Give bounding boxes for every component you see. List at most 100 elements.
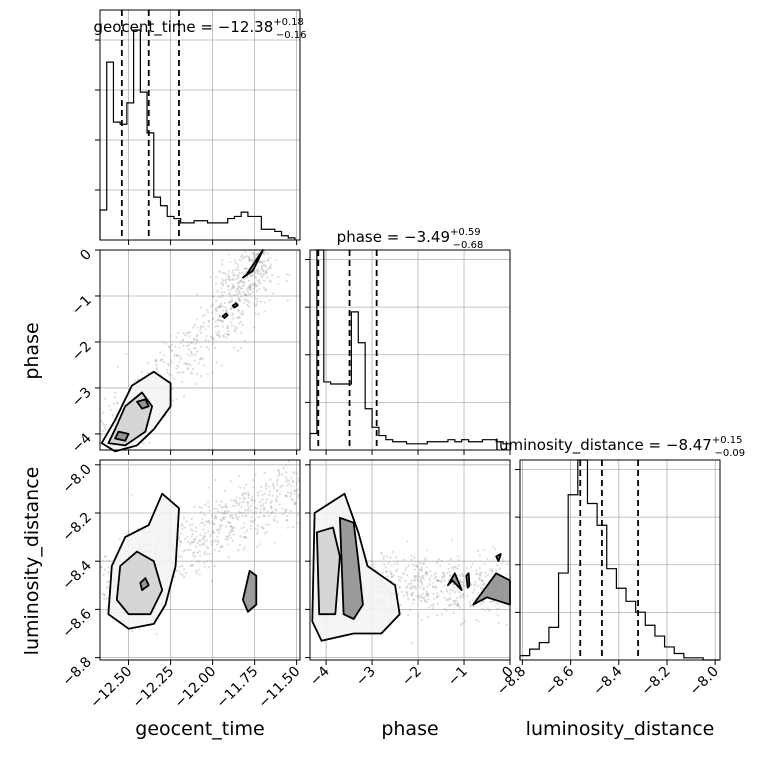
scatter-point [252,486,255,489]
scatter-point [202,542,205,546]
scatter-point [193,551,196,554]
scatter-point [270,511,273,515]
scatter-point [417,614,420,618]
scatter-point [227,253,230,256]
scatter-point [287,479,290,482]
scatter-point [244,293,247,296]
scatter-point [243,293,246,296]
scatter-point [249,288,252,291]
scatter-point [422,562,425,565]
scatter-point [448,597,451,600]
scatter-point [179,540,182,543]
scatter-point [434,572,437,575]
scatter-point [244,535,247,538]
scatter-point [193,347,196,350]
scatter-point [238,502,241,505]
scatter-point [244,492,247,495]
scatter-point [420,579,423,582]
scatter-point [231,306,234,310]
scatter-point [261,274,264,277]
scatter-point [405,586,408,589]
scatter-point [244,250,247,253]
scatter-point [248,279,251,282]
scatter-point [281,512,284,516]
scatter-point [206,559,209,562]
scatter-point [206,372,209,375]
title-luminosity-distance-label: luminosity_distance = −8.47 [495,436,712,455]
scatter-point [243,522,246,525]
scatter-point [233,286,236,289]
scatter-point [441,575,444,578]
scatter-point [207,546,210,550]
scatter-point [203,551,206,554]
scatter-point [477,584,480,587]
scatter-point [482,600,485,603]
scatter-point [220,319,224,323]
scatter-point [506,563,509,566]
scatter-point [451,589,454,592]
scatter-point [265,268,268,272]
scatter-point [155,360,158,363]
scatter-point [239,255,242,259]
scatter-point [242,280,245,283]
scatter-point [115,401,118,404]
scatter-point [498,567,502,570]
scatter-point [243,531,246,534]
scatter-point [412,591,415,594]
scatter-point [278,492,282,496]
scatter-point [227,510,230,513]
scatter-point [237,309,240,312]
scatter-point [192,326,195,329]
scatter-point [488,600,491,604]
scatter-point [234,300,237,303]
scatter-point [215,528,218,531]
scatter-point [291,498,294,501]
scatter-point [184,334,187,337]
scatter-point [484,571,487,574]
scatter-point [289,495,292,498]
scatter-point [244,546,247,549]
scatter-point [456,600,459,603]
scatter-point [237,297,240,300]
scatter-point [226,273,229,276]
scatter-point [229,514,232,517]
scatter-point [249,509,252,512]
scatter-point [198,358,201,361]
scatter-point [207,519,211,522]
scatter-point [168,364,171,367]
scatter-point [249,520,252,523]
scatter-point [490,570,493,573]
scatter-point [248,284,251,287]
scatter-point [470,583,473,586]
scatter-point [169,334,172,337]
scatter-point [109,408,112,411]
scatter-point [142,442,145,445]
scatter-point [182,395,185,398]
scatter-point [265,531,268,534]
scatter-point [212,539,215,542]
scatter-point [179,357,183,360]
scatter-point [274,508,277,511]
scatter-point [461,593,464,597]
scatter-point [390,573,393,576]
scatter-point [203,513,206,517]
scatter-point [272,484,275,487]
scatter-point [207,348,210,351]
scatter-point [236,517,239,521]
scatter-point [407,597,410,601]
scatter-point [214,548,217,551]
title-phase-minus: −0.68 [453,240,484,251]
scatter-point [155,363,158,366]
scatter-point [419,580,422,583]
scatter-point [237,268,240,271]
scatter-point [435,562,438,565]
scatter-point [449,557,453,561]
scatter-point [425,592,428,596]
scatter-point [254,282,257,285]
scatter-point [206,552,209,556]
scatter-point [166,368,169,372]
scatter-point [219,304,222,307]
scatter-point [260,485,263,488]
scatter-point [256,297,259,300]
scatter-point [456,603,459,606]
